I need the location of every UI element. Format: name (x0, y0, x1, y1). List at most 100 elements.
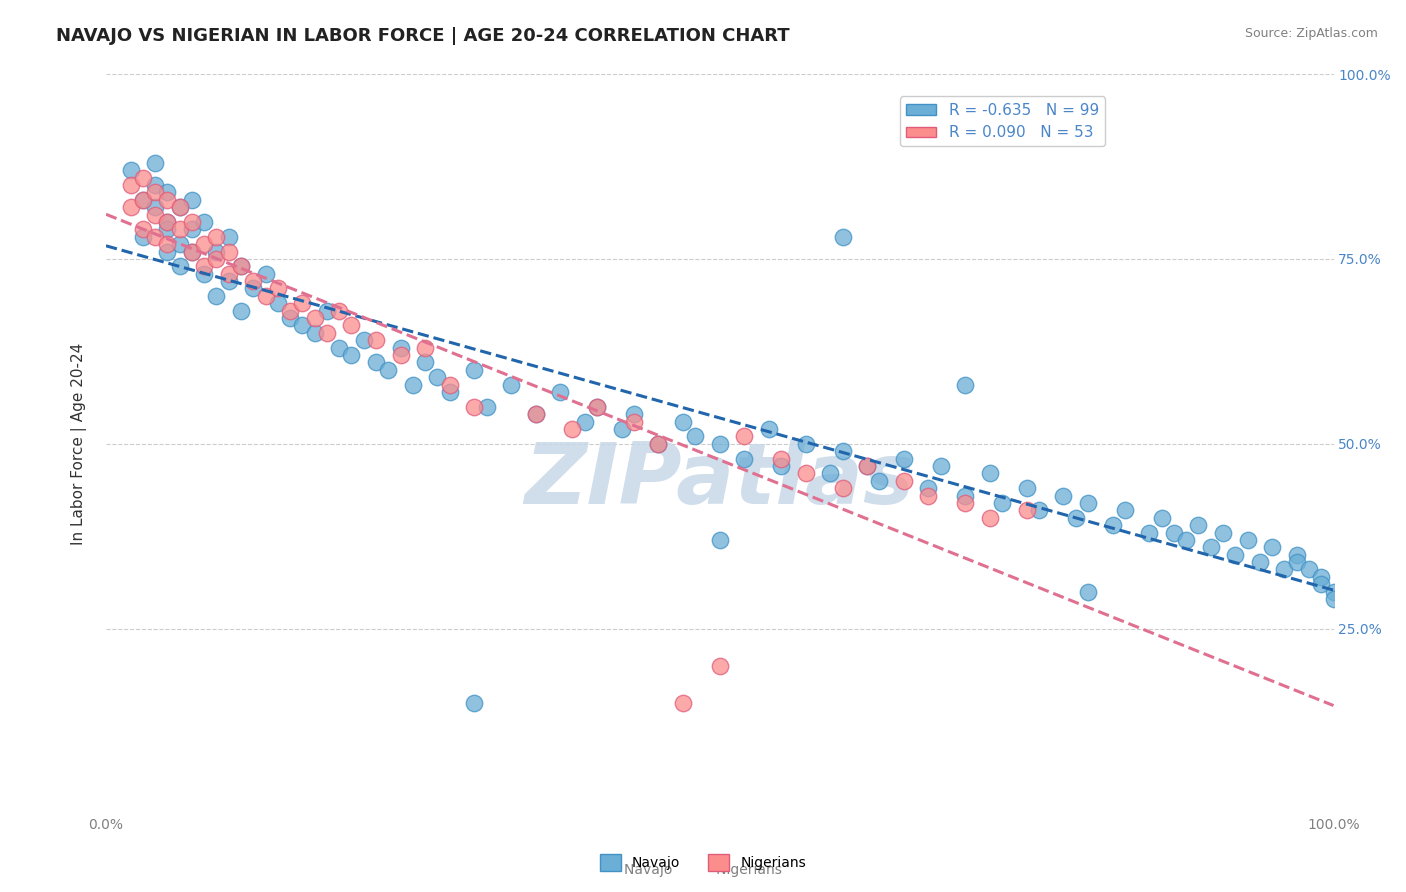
Navajo (353, 333, 375, 347)
Navajo (831, 229, 853, 244)
Navajo (548, 384, 571, 399)
Nigerians (328, 303, 350, 318)
Navajo (1285, 548, 1308, 562)
Navajo (1249, 555, 1271, 569)
Nigerians (132, 170, 155, 185)
Navajo (143, 178, 166, 192)
Navajo (1077, 496, 1099, 510)
Text: Source: ZipAtlas.com: Source: ZipAtlas.com (1244, 27, 1378, 40)
Navajo (278, 311, 301, 326)
Nigerians (831, 481, 853, 495)
Nigerians (143, 229, 166, 244)
Nigerians (316, 326, 339, 340)
Nigerians (979, 510, 1001, 524)
Navajo (180, 222, 202, 236)
Navajo (229, 303, 252, 318)
Nigerians (242, 274, 264, 288)
Nigerians (267, 281, 290, 295)
Navajo (955, 377, 977, 392)
Navajo (1052, 489, 1074, 503)
Nigerians (169, 222, 191, 236)
Navajo (242, 281, 264, 295)
Navajo (439, 384, 461, 399)
Navajo (758, 422, 780, 436)
Navajo (205, 289, 228, 303)
Navajo (955, 489, 977, 503)
Navajo (229, 260, 252, 274)
Navajo (205, 244, 228, 259)
Navajo (1150, 510, 1173, 524)
Navajo (1163, 525, 1185, 540)
Nigerians (709, 658, 731, 673)
Navajo (120, 163, 142, 178)
Nigerians (143, 208, 166, 222)
Nigerians (794, 467, 817, 481)
Nigerians (1015, 503, 1038, 517)
Nigerians (193, 237, 215, 252)
Nigerians (893, 474, 915, 488)
Navajo (340, 348, 363, 362)
Navajo (499, 377, 522, 392)
Navajo (218, 274, 240, 288)
Navajo (169, 200, 191, 214)
Navajo (868, 474, 890, 488)
Navajo (156, 244, 179, 259)
Nigerians (856, 458, 879, 473)
Navajo (917, 481, 939, 495)
Navajo (1236, 533, 1258, 547)
Navajo (1212, 525, 1234, 540)
Nigerians (156, 237, 179, 252)
Navajo (475, 400, 498, 414)
Navajo (1310, 577, 1333, 591)
Navajo (794, 437, 817, 451)
Navajo (1064, 510, 1087, 524)
Navajo (180, 193, 202, 207)
Navajo (623, 407, 645, 421)
Navajo (1077, 584, 1099, 599)
Navajo (1175, 533, 1198, 547)
Navajo (413, 355, 436, 369)
Text: ZIPatlas: ZIPatlas (524, 439, 915, 522)
Nigerians (955, 496, 977, 510)
Navajo (1322, 584, 1344, 599)
Navajo (1310, 570, 1333, 584)
Navajo (574, 415, 596, 429)
Nigerians (205, 252, 228, 266)
Navajo (733, 451, 755, 466)
Navajo (991, 496, 1014, 510)
Nigerians (205, 229, 228, 244)
Navajo (267, 296, 290, 310)
Navajo (979, 467, 1001, 481)
Navajo (1187, 518, 1209, 533)
Navajo (856, 458, 879, 473)
Nigerians (770, 451, 793, 466)
Navajo (426, 370, 449, 384)
Navajo (364, 355, 387, 369)
Navajo (218, 229, 240, 244)
Navajo (291, 318, 314, 333)
Navajo (328, 341, 350, 355)
Nigerians (304, 311, 326, 326)
Nigerians (229, 260, 252, 274)
Nigerians (180, 244, 202, 259)
Navajo (1274, 562, 1296, 576)
Nigerians (132, 193, 155, 207)
Navajo (254, 267, 277, 281)
Navajo (156, 215, 179, 229)
Nigerians (132, 222, 155, 236)
Legend: R = -0.635   N = 99, R = 0.090   N = 53: R = -0.635 N = 99, R = 0.090 N = 53 (900, 96, 1105, 146)
Navajo (132, 229, 155, 244)
Navajo (316, 303, 339, 318)
Navajo (709, 437, 731, 451)
Navajo (169, 260, 191, 274)
Navajo (169, 237, 191, 252)
Navajo (389, 341, 412, 355)
Nigerians (917, 489, 939, 503)
Nigerians (180, 215, 202, 229)
Nigerians (218, 267, 240, 281)
Navajo (893, 451, 915, 466)
Nigerians (672, 696, 695, 710)
Navajo (156, 222, 179, 236)
Nigerians (647, 437, 669, 451)
Nigerians (623, 415, 645, 429)
